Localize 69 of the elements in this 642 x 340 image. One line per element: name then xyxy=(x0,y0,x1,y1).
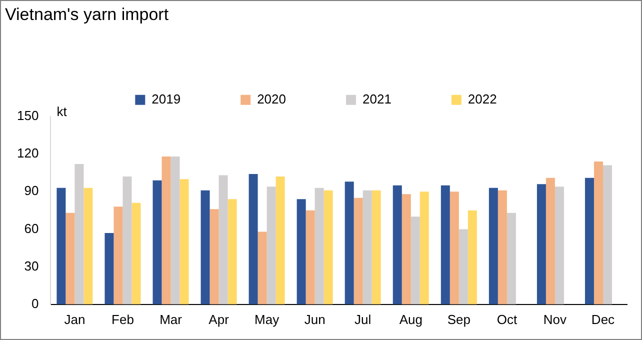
bar xyxy=(536,184,546,304)
bar xyxy=(594,162,603,304)
bar xyxy=(114,206,123,304)
y-tick-label: 120 xyxy=(16,146,39,161)
bar xyxy=(132,202,141,304)
x-tick-label: Oct xyxy=(496,312,518,327)
bar xyxy=(584,178,594,304)
legend-label: 2020 xyxy=(257,91,286,106)
bar xyxy=(170,156,180,304)
x-tick-label: Jan xyxy=(64,312,86,327)
legend-label: 2022 xyxy=(468,91,497,106)
bar xyxy=(248,174,258,304)
bar xyxy=(314,188,324,304)
x-tick-label: Dec xyxy=(591,312,616,327)
bar xyxy=(554,186,564,304)
x-tick-label: Nov xyxy=(543,312,568,327)
chart-title: Vietnam's yarn import xyxy=(5,4,169,24)
bar xyxy=(546,178,555,304)
x-tick-label: Apr xyxy=(208,312,230,327)
bar xyxy=(372,190,381,304)
y-tick-label: 0 xyxy=(31,296,39,311)
bar xyxy=(74,164,84,304)
bar xyxy=(210,209,219,304)
y-tick-label: 30 xyxy=(24,258,39,274)
x-tick-label: Jul xyxy=(354,312,372,327)
x-tick-label: Aug xyxy=(399,312,422,327)
bar xyxy=(84,188,93,304)
x-tick-label: Jun xyxy=(304,312,326,327)
bar xyxy=(324,190,333,304)
x-tick-label: Sep xyxy=(447,312,470,327)
bar xyxy=(200,190,210,304)
x-tick-label: Feb xyxy=(112,312,134,327)
bar xyxy=(506,212,516,304)
bar xyxy=(258,232,267,304)
bar xyxy=(488,188,498,304)
bar xyxy=(344,182,354,304)
y-tick-label: 150 xyxy=(16,108,39,123)
bar xyxy=(458,229,468,304)
bar xyxy=(450,192,459,304)
bar xyxy=(228,199,237,304)
y-axis-title: kt xyxy=(56,104,68,119)
bar xyxy=(402,194,411,304)
bar xyxy=(306,210,315,304)
legend-label: 2019 xyxy=(152,91,181,106)
bar xyxy=(468,210,477,304)
bar xyxy=(440,185,450,304)
y-tick-label: 60 xyxy=(24,220,39,236)
bar xyxy=(392,185,402,304)
bar xyxy=(162,156,171,304)
bar xyxy=(602,165,612,304)
bar xyxy=(420,192,429,304)
bar xyxy=(362,190,372,304)
bar xyxy=(276,176,285,304)
bar xyxy=(152,180,162,304)
bar xyxy=(354,198,363,304)
x-tick-label: May xyxy=(254,312,280,327)
bar xyxy=(410,216,420,304)
y-tick-label: 90 xyxy=(24,183,39,198)
bar xyxy=(266,186,276,304)
x-tick-label: Mar xyxy=(160,312,183,327)
bar xyxy=(66,212,75,304)
bar xyxy=(56,188,66,304)
bar xyxy=(498,190,507,304)
bar xyxy=(296,199,306,304)
bar xyxy=(218,175,228,304)
legend-label: 2021 xyxy=(362,91,392,106)
bar xyxy=(104,232,114,304)
bar xyxy=(180,179,189,304)
bar xyxy=(122,176,132,304)
